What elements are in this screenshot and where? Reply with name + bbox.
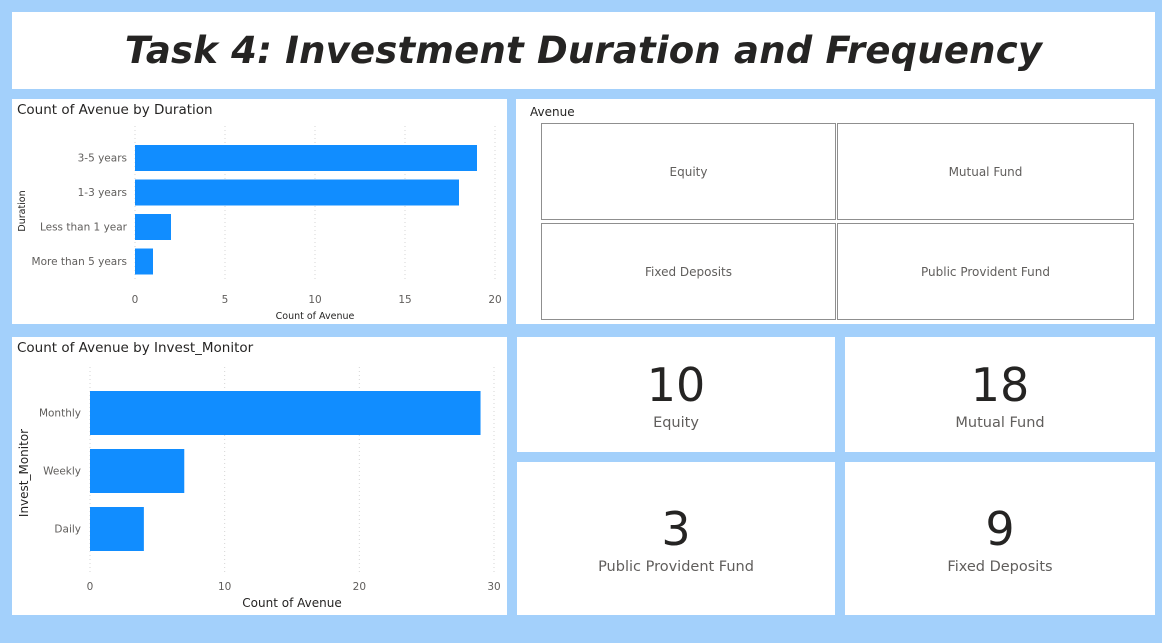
card-equity: 10 Equity	[517, 337, 835, 452]
slicer-tile-fixed-deposits[interactable]: Fixed Deposits	[541, 223, 836, 320]
x-tick-label: 20	[488, 294, 501, 306]
bar	[135, 248, 153, 275]
invest-monitor-chart-panel[interactable]: Count of Avenue by Invest_Monitor 0 10 20 3…	[12, 337, 507, 615]
card-value: 9	[985, 501, 1015, 556]
x-tick-label: 0	[132, 294, 139, 306]
x-tick-label: 20	[353, 581, 366, 593]
bar	[135, 179, 459, 206]
x-tick-label: 5	[222, 294, 229, 306]
x-tick-label: 15	[398, 294, 411, 306]
category-label: Weekly	[43, 466, 81, 478]
bar	[90, 449, 185, 493]
card-label: Fixed Deposits	[947, 558, 1053, 575]
bar	[90, 391, 481, 435]
x-tick-label: 10	[218, 581, 231, 593]
page-title: Task 4: Investment Duration and Frequenc…	[124, 29, 1043, 72]
category-label: Less than 1 year	[40, 222, 128, 234]
x-tick-label: 30	[487, 581, 500, 593]
x-axis-title: Count of Avenue	[276, 311, 355, 322]
card-value: 18	[970, 357, 1030, 412]
x-tick-label: 10	[308, 294, 321, 306]
card-value: 10	[646, 357, 706, 412]
card-mutual-fund: 18 Mutual Fund	[845, 337, 1155, 452]
x-tick-label: 0	[87, 581, 94, 593]
invest-monitor-bar-chart[interactable]: 0 10 20 30 Monthly Weekly Daily Count of Avenue…	[12, 337, 507, 615]
y-axis-title: Invest_Monitor	[17, 429, 31, 517]
duration-bar-chart[interactable]: 0 5 10 15 20 3-5 years 1-3 years Less than 1 ye…	[12, 99, 507, 324]
category-label: 1-3 years	[78, 187, 127, 199]
category-label: More than 5 years	[32, 256, 127, 268]
card-value: 3	[661, 501, 691, 556]
duration-chart-panel[interactable]: Count of Avenue by Duration 0 5 10 15 20 3-5 …	[12, 99, 507, 324]
slicer-tile-public-provident-fund[interactable]: Public Provident Fund	[837, 223, 1134, 320]
bar	[90, 507, 144, 551]
bar	[135, 145, 477, 171]
card-label: Equity	[653, 414, 699, 431]
invest-monitor-chart-title: Count of Avenue by Invest_Monitor	[17, 340, 254, 356]
slicer-title: Avenue	[530, 105, 575, 119]
x-axis-title: Count of Avenue	[242, 596, 341, 610]
duration-chart-title: Count of Avenue by Duration	[17, 102, 213, 118]
y-axis-title: Duration	[17, 190, 28, 231]
avenue-slicer[interactable]: Avenue Equity Mutual Fund Fixed Deposits…	[516, 99, 1155, 324]
title-banner: Task 4: Investment Duration and Frequenc…	[12, 12, 1155, 89]
card-fixed-deposits: 9 Fixed Deposits	[845, 462, 1155, 615]
slicer-tile-equity[interactable]: Equity	[541, 123, 836, 220]
category-label: Monthly	[39, 408, 81, 420]
category-label: 3-5 years	[78, 153, 127, 165]
card-label: Mutual Fund	[955, 414, 1045, 431]
category-label: Daily	[54, 524, 81, 536]
card-public-provident-fund: 3 Public Provident Fund	[517, 462, 835, 615]
slicer-tile-mutual-fund[interactable]: Mutual Fund	[837, 123, 1134, 220]
card-label: Public Provident Fund	[598, 558, 754, 575]
bar	[135, 214, 171, 240]
